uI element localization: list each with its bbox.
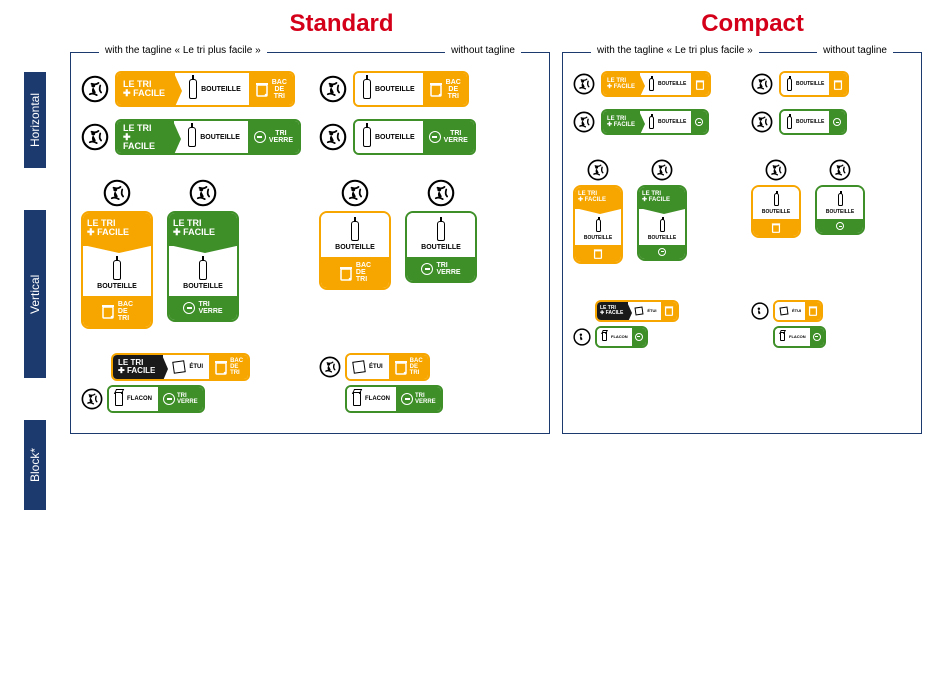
cpt-vertical: LE TRI✚ FACILE BOUTEILLE LE TRI✚ FACILE … [573, 159, 911, 264]
tab-horizontal: Horizontal [24, 72, 46, 168]
panel-compact: with the tagline « Le tri plus facile » … [562, 52, 922, 434]
cpt-horizontal: LE TRI✚ FACILE BOUTEILLE LE TRI✚ FACILE … [573, 71, 911, 135]
sub-with: with the tagline « Le tri plus facile » [591, 45, 759, 56]
std-horizontal: LE TRI✚ FACILE BOUTEILLE BACDETRI LE TRI… [81, 71, 539, 155]
title-standard: Standard [110, 10, 573, 38]
panel-standard: with the tagline « Le tri plus facile » … [70, 52, 550, 434]
triman-icon [81, 388, 103, 410]
lbl: BOUTEILLE [201, 86, 241, 93]
triman-icon [341, 179, 369, 207]
sub-without: without tagline [445, 45, 521, 56]
triman-icon [751, 73, 773, 95]
std-block: LE TRI✚ FACILE ÉTUI BACDETRI FLACON TRIV… [81, 353, 539, 413]
sub-without: without tagline [817, 45, 893, 56]
triman-icon [573, 328, 591, 346]
triman-icon [319, 75, 347, 103]
triman-icon [573, 111, 595, 133]
std-vertical: LE TRI✚ FACILE BOUTEILLE BACDETRI LE TRI… [81, 179, 539, 329]
triman-icon [189, 179, 217, 207]
triman-icon [651, 159, 673, 181]
triman-icon [319, 356, 341, 378]
row-tabs: Horizontal Vertical Block* [24, 72, 46, 510]
titles-row: Standard Compact [110, 10, 932, 38]
triman-icon [573, 73, 595, 95]
triman-icon [103, 179, 131, 207]
cpt-block: LE TRI✚ FACILE ÉTUI FLACON [573, 300, 911, 348]
sub-with: with the tagline « Le tri plus facile » [99, 45, 267, 56]
triman-icon [81, 75, 109, 103]
triman-icon [319, 123, 347, 151]
triman-icon [751, 302, 769, 320]
triman-icon [765, 159, 787, 181]
triman-icon [427, 179, 455, 207]
triman-icon [751, 111, 773, 133]
tab-block: Block* [24, 420, 46, 510]
triman-icon [587, 159, 609, 181]
triman-icon [81, 123, 109, 151]
title-compact: Compact [573, 10, 932, 38]
tab-vertical: Vertical [24, 210, 46, 378]
triman-icon [829, 159, 851, 181]
